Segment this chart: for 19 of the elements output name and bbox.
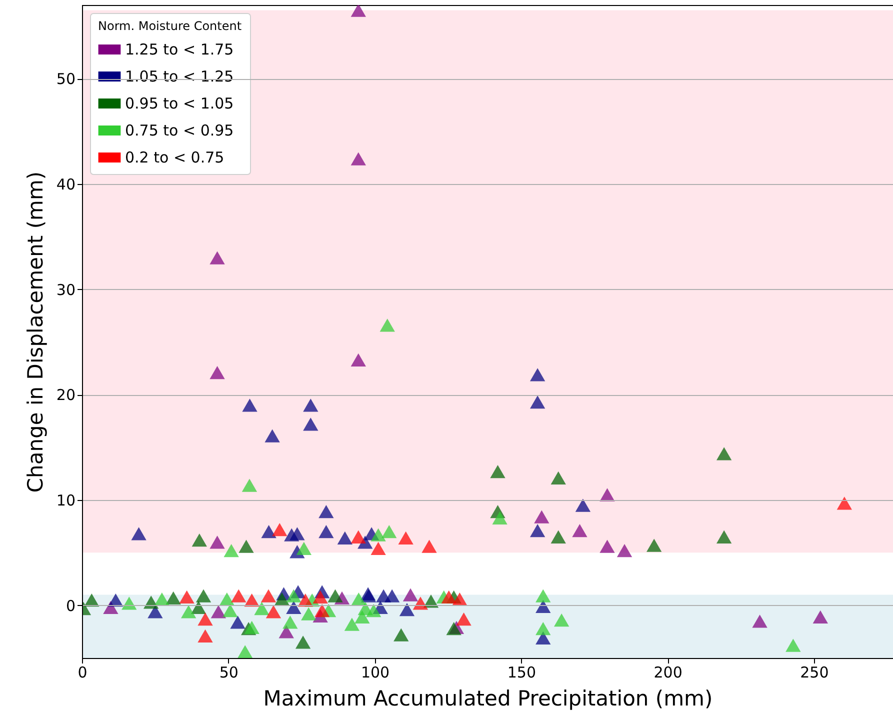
y-tick-label: 30 [56, 280, 76, 299]
y-tick-label: 20 [56, 386, 76, 404]
legend-label: 0.95 to < 1.05 [125, 94, 234, 112]
legend-label: 0.75 to < 0.95 [125, 122, 234, 140]
x-tick-label: 0 [78, 664, 88, 682]
x-axis-title: Maximum Accumulated Precipitation (mm) [263, 686, 713, 710]
y-tick-label: 10 [56, 492, 76, 510]
x-tick-label: 200 [654, 664, 682, 682]
y-tick-label: 40 [56, 176, 76, 194]
y-tick-label: 50 [56, 70, 76, 88]
y-axis-title: Change in Displacement (mm) [23, 171, 48, 493]
x-tick-label: 250 [800, 664, 829, 682]
x-tick-label: 50 [219, 664, 238, 682]
x-tick-label: 150 [507, 664, 536, 682]
legend-label: 1.25 to < 1.75 [125, 40, 234, 58]
legend-label: 0.2 to < 0.75 [125, 148, 224, 166]
x-tick-label: 100 [360, 664, 390, 682]
legend-title: Norm. Moisture Content [98, 19, 242, 33]
y-tick-label: 0 [66, 596, 76, 615]
